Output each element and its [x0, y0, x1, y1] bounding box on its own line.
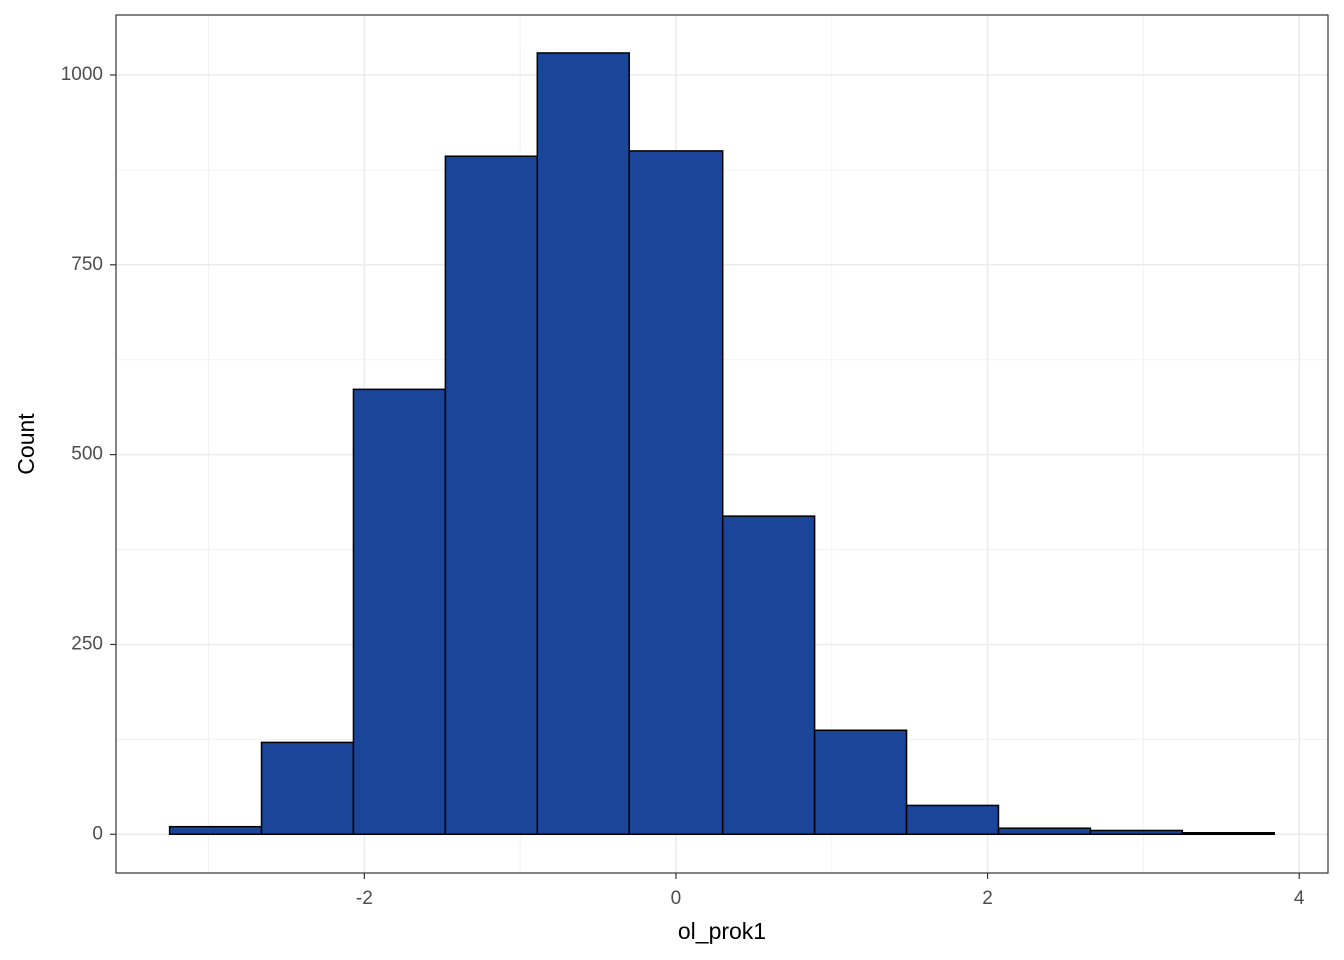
y-tick-label: 750 [71, 254, 103, 275]
x-axis-title: ol_prok1 [678, 918, 766, 944]
bar [628, 150, 724, 836]
y-tick-label: 500 [71, 444, 103, 465]
x-tick-label: 2 [982, 888, 993, 909]
x-tick-label: 4 [1294, 888, 1305, 909]
bar [1181, 832, 1275, 836]
y-tick-label: 1000 [61, 64, 103, 85]
y-axis-title: Count [13, 413, 39, 475]
bar [905, 804, 1000, 836]
bar [260, 741, 355, 836]
panel-border [115, 14, 1329, 874]
bar [444, 155, 539, 836]
bar [997, 827, 1092, 836]
bar [536, 52, 630, 836]
y-tick-label: 250 [71, 633, 103, 654]
bar [721, 515, 816, 836]
x-tick-label: -2 [356, 888, 373, 909]
bar [168, 825, 263, 836]
bar [813, 729, 908, 836]
bar [352, 388, 447, 836]
x-tick-label: 0 [671, 888, 682, 909]
bars [168, 52, 1275, 836]
bar [1089, 829, 1184, 836]
y-tick-label: 0 [92, 823, 103, 844]
